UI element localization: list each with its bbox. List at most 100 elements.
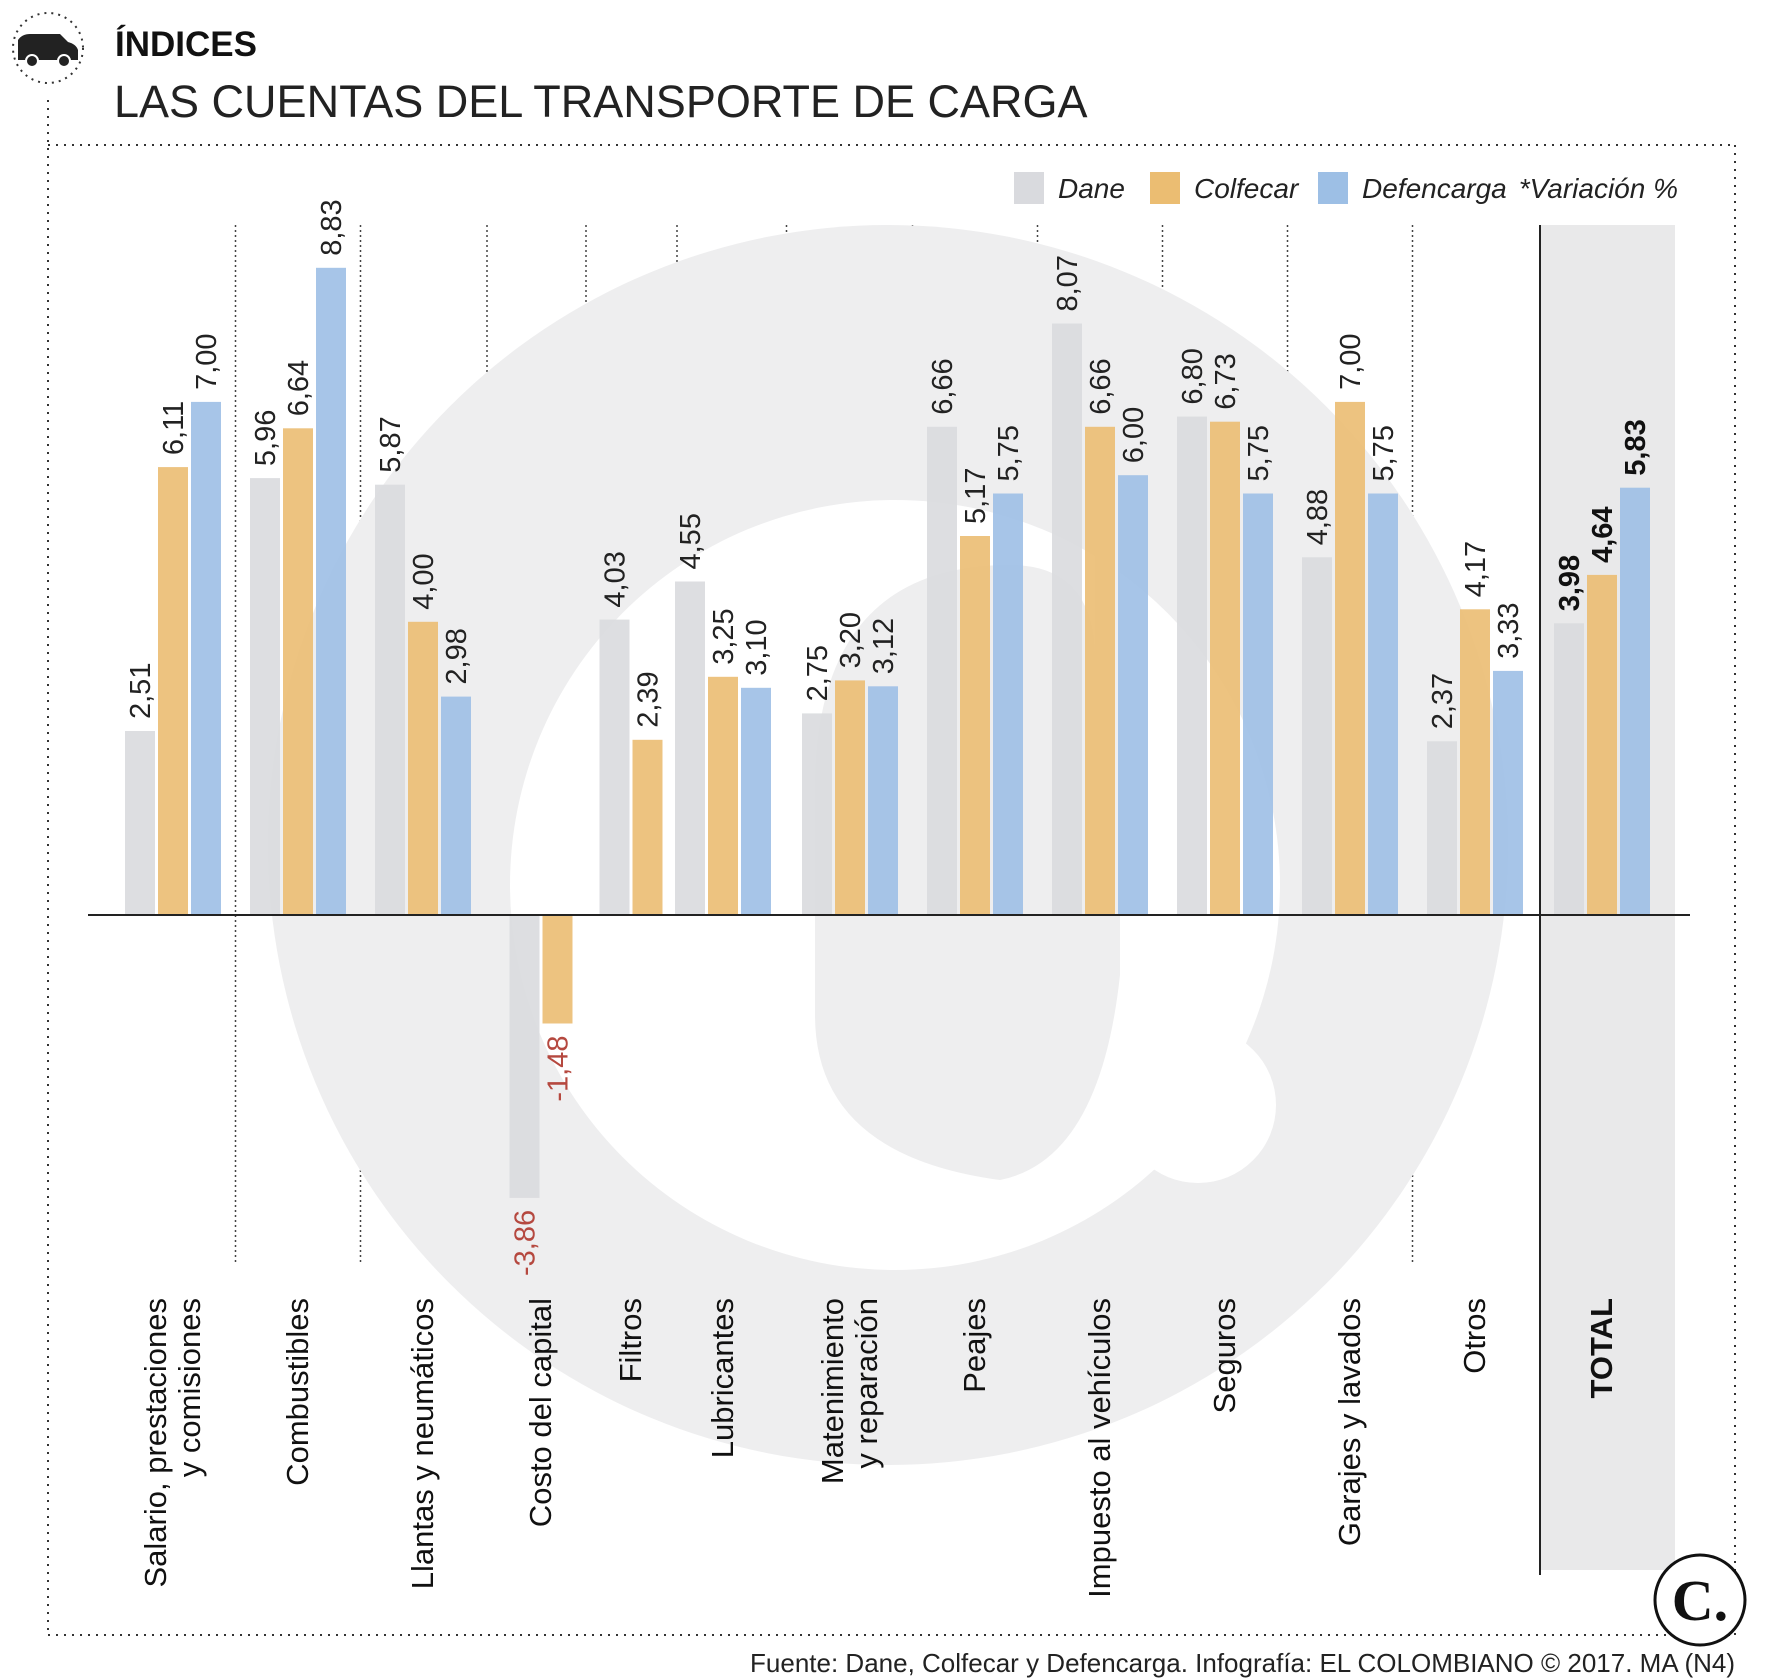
value-label-colfecar-peajes: 5,17 [960, 468, 992, 524]
legend-swatch-dane [1014, 172, 1044, 204]
truck-body [18, 34, 78, 60]
watermark-dot [1120, 1027, 1276, 1183]
bar-dane-combustibles [250, 478, 280, 915]
category-label-filtros: Filtros [613, 1298, 648, 1382]
legend-swatch-colfecar [1150, 172, 1180, 204]
bar-dane-garajes-y-lavados [1302, 557, 1332, 915]
bar-dane-lubricantes [675, 581, 705, 915]
value-label-dane-llantas-y-neumaticos: 5,87 [375, 416, 407, 472]
value-label-defencarga-garajes-y-lavados: 5,75 [1368, 425, 1400, 481]
bar-defencarga-llantas-y-neumaticos [441, 696, 471, 915]
legend-label-defencarga: Defencarga [1362, 173, 1507, 204]
bar-dane-total [1554, 623, 1584, 915]
section-title: ÍNDICES [115, 24, 257, 64]
value-label-colfecar-seguros: 6,73 [1210, 353, 1242, 409]
legend-note: *Variación % [1519, 173, 1678, 204]
value-label-defencarga-matenimiento-y-reparacion: 3,12 [868, 618, 900, 674]
value-label-dane-filtros: 4,03 [600, 551, 632, 607]
value-label-dane-garajes-y-lavados: 4,88 [1302, 489, 1334, 545]
value-label-defencarga-llantas-y-neumaticos: 2,98 [441, 628, 473, 684]
bar-defencarga-salario-prestaciones-y-comisiones [191, 401, 221, 915]
value-label-defencarga-seguros: 5,75 [1243, 425, 1275, 481]
bar-dane-salario-prestaciones-y-comisiones [125, 731, 155, 915]
bar-defencarga-matenimiento-y-reparacion [868, 686, 898, 915]
bar-colfecar-llantas-y-neumaticos [408, 621, 438, 915]
value-label-colfecar-llantas-y-neumaticos: 4,00 [408, 553, 440, 609]
bar-dane-impuesto-al-vehiculos [1052, 323, 1082, 915]
bar-defencarga-total [1620, 487, 1650, 915]
value-label-defencarga-combustibles: 8,83 [316, 199, 348, 255]
bar-defencarga-combustibles [316, 267, 346, 915]
bar-dane-matenimiento-y-reparacion [802, 713, 832, 915]
value-label-colfecar-salario-prestaciones-y-comisiones: 6,11 [158, 401, 190, 455]
bar-defencarga-seguros [1243, 493, 1273, 915]
page-title: LAS CUENTAS DEL TRANSPORTE DE CARGA [114, 76, 1088, 127]
value-label-dane-seguros: 6,80 [1177, 348, 1209, 404]
truck-wheel-rear [25, 54, 39, 68]
header-icon-ring [12, 12, 84, 84]
category-label-peajes: Peajes [957, 1298, 992, 1393]
category-label-llantas-y-neumaticos: Llantas y neumáticos [405, 1298, 440, 1589]
value-label-colfecar-garajes-y-lavados: 7,00 [1335, 333, 1367, 389]
value-label-colfecar-total: 4,64 [1587, 506, 1619, 562]
bar-dane-llantas-y-neumaticos [375, 484, 405, 915]
bar-colfecar-total [1587, 574, 1617, 915]
bar-colfecar-lubricantes [708, 676, 738, 915]
value-label-colfecar-impuesto-al-vehiculos: 6,66 [1085, 358, 1117, 414]
bar-dane-seguros [1177, 416, 1207, 915]
category-label-total: TOTAL [1584, 1298, 1619, 1398]
value-label-defencarga-impuesto-al-vehiculos: 6,00 [1118, 407, 1150, 463]
bar-colfecar-seguros [1210, 421, 1240, 915]
legend-label-colfecar: Colfecar [1194, 173, 1300, 204]
value-label-defencarga-otros: 3,33 [1493, 602, 1525, 658]
bar-dane-costo-del-capital [509, 915, 540, 1198]
bar-dane-otros [1427, 741, 1457, 915]
category-label-salario-prestaciones-y-comisiones-line1: Salario, prestaciones [138, 1298, 173, 1588]
value-label-dane-otros: 2,37 [1427, 673, 1459, 729]
bar-defencarga-peajes [993, 493, 1023, 915]
bar-colfecar-impuesto-al-vehiculos [1085, 426, 1115, 915]
value-label-colfecar-combustibles: 6,64 [283, 360, 315, 416]
category-label-costo-del-capital: Costo del capital [523, 1298, 558, 1527]
value-label-colfecar-otros: 4,17 [1460, 541, 1492, 597]
bar-defencarga-lubricantes [741, 687, 771, 915]
value-label-colfecar-lubricantes: 3,25 [708, 608, 740, 664]
bar-colfecar-garajes-y-lavados [1335, 401, 1365, 915]
brand-logo: C. [1653, 1553, 1747, 1647]
category-label-matenimiento-y-reparacion-line1: Matenimiento [815, 1298, 850, 1484]
bar-dane-peajes [927, 426, 957, 915]
category-label-salario-prestaciones-y-comisiones-line2: y comisiones [172, 1298, 207, 1477]
value-label-defencarga-salario-prestaciones-y-comisiones: 7,00 [191, 333, 223, 389]
bar-defencarga-otros [1493, 670, 1523, 915]
bar-colfecar-peajes [960, 536, 990, 915]
value-label-defencarga-total: 5,83 [1620, 419, 1652, 475]
category-label-impuesto-al-vehiculos: Impuesto al vehículos [1082, 1298, 1117, 1598]
source-note: Fuente: Dane, Colfecar y Defencarga. Inf… [750, 1648, 1735, 1678]
value-label-defencarga-lubricantes: 3,10 [741, 619, 773, 675]
category-label-seguros: Seguros [1207, 1298, 1242, 1413]
category-label-combustibles: Combustibles [280, 1298, 315, 1486]
value-label-colfecar-filtros: 2,39 [633, 671, 665, 727]
value-label-dane-costo-del-capital: -3,86 [510, 1210, 542, 1276]
value-label-dane-lubricantes: 4,55 [675, 513, 707, 569]
value-label-colfecar-costo-del-capital: -1,48 [543, 1036, 575, 1102]
value-label-dane-salario-prestaciones-y-comisiones: 2,51 [125, 663, 157, 719]
category-label-otros: Otros [1457, 1298, 1492, 1374]
truck-icon [18, 34, 78, 68]
brand-logo-letter: C. [1672, 1568, 1728, 1633]
brand-logo-ring [1653, 1553, 1747, 1647]
bar-colfecar-filtros [632, 739, 663, 915]
bar-colfecar-otros [1460, 609, 1490, 915]
category-label-lubricantes: Lubricantes [705, 1298, 740, 1458]
value-label-dane-peajes: 6,66 [927, 358, 959, 414]
value-label-dane-total: 3,98 [1554, 555, 1586, 611]
bar-colfecar-combustibles [283, 428, 313, 915]
category-label-garajes-y-lavados: Garajes y lavados [1332, 1298, 1367, 1546]
bar-colfecar-salario-prestaciones-y-comisiones [158, 467, 188, 915]
legend-swatch-defencarga [1318, 172, 1348, 204]
bar-dane-filtros [599, 619, 630, 915]
bar-colfecar-costo-del-capital [542, 915, 573, 1024]
value-label-dane-combustibles: 5,96 [250, 410, 282, 466]
bar-colfecar-matenimiento-y-reparacion [835, 680, 865, 915]
